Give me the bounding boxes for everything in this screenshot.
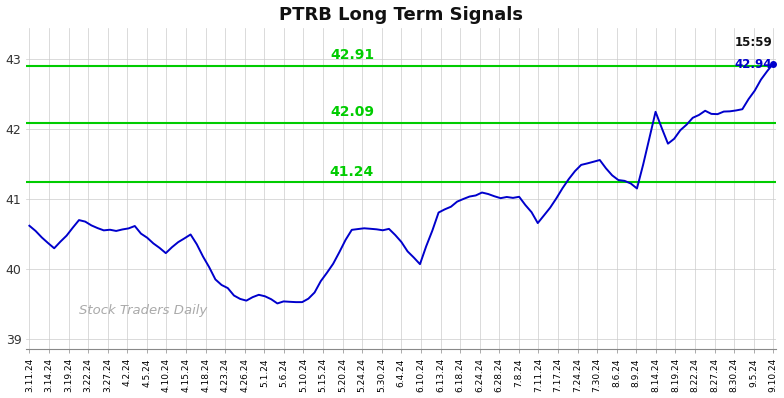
Title: PTRB Long Term Signals: PTRB Long Term Signals [279, 6, 524, 23]
Text: 41.24: 41.24 [330, 165, 374, 179]
Text: 15:59: 15:59 [735, 36, 772, 49]
Text: Stock Traders Daily: Stock Traders Daily [79, 304, 207, 317]
Text: 42.94: 42.94 [735, 58, 772, 71]
Point [767, 60, 779, 67]
Text: 42.91: 42.91 [330, 48, 374, 62]
Text: 42.09: 42.09 [330, 105, 374, 119]
